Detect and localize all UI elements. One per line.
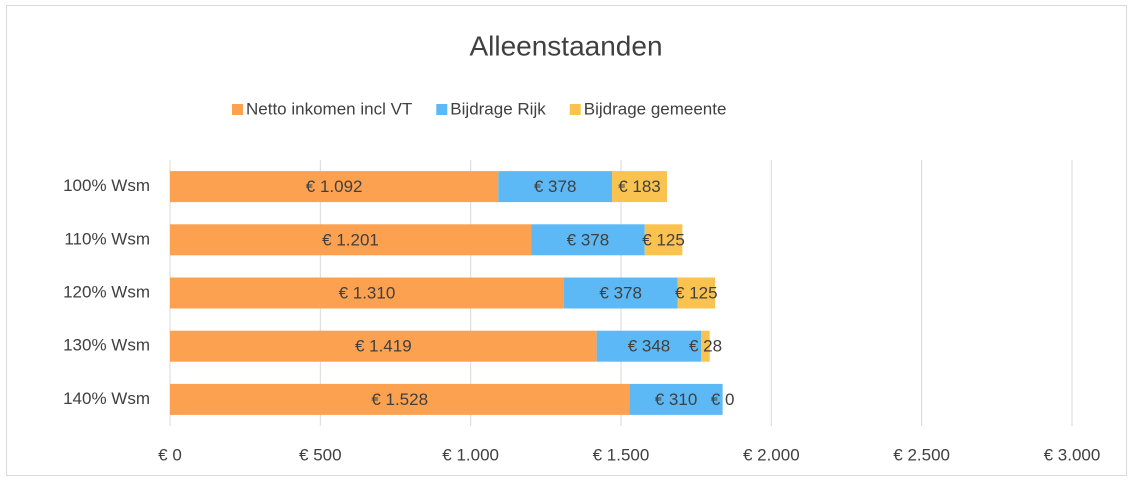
chart-title: Alleenstaanden — [469, 30, 662, 61]
bar-segment — [563, 277, 678, 309]
y-tick-label: 140% Wsm — [63, 389, 150, 408]
y-tick-label: 130% Wsm — [63, 336, 150, 355]
legend-label: Bijdrage gemeente — [584, 99, 727, 118]
legend-swatch — [232, 104, 243, 115]
data-label: € 1.419 — [355, 337, 412, 356]
legend-label: Netto inkomen incl VT — [246, 99, 412, 118]
data-label: € 0 — [711, 390, 735, 409]
x-tick-label: € 3.000 — [1044, 445, 1101, 464]
bar-segment — [170, 383, 630, 415]
bar-segment — [170, 171, 499, 203]
bar-segment — [170, 224, 532, 256]
data-label: € 1.092 — [306, 177, 363, 196]
data-label: € 28 — [689, 337, 722, 356]
bar-segment — [629, 383, 723, 415]
data-label: € 378 — [599, 283, 642, 302]
bar-segment — [531, 224, 645, 256]
legend-swatch — [569, 104, 581, 115]
x-tick-label: € 2.000 — [743, 445, 800, 464]
data-label: € 125 — [675, 283, 718, 302]
x-tick-label: € 1.500 — [593, 445, 650, 464]
bar-segment — [170, 330, 597, 362]
y-tick-label: 110% Wsm — [64, 229, 150, 248]
bar-segment — [596, 330, 702, 362]
legend-swatch — [436, 104, 448, 115]
bar-segment — [611, 171, 668, 203]
x-tick-label: € 500 — [299, 445, 342, 464]
x-tick-label: € 0 — [158, 445, 182, 464]
data-label: € 1.528 — [371, 390, 428, 409]
bar-segment — [644, 224, 683, 256]
data-label: € 183 — [618, 177, 661, 196]
data-label: € 1.201 — [322, 230, 379, 249]
data-label: € 348 — [628, 337, 671, 356]
data-label: € 1.310 — [339, 283, 396, 302]
bar-segment — [170, 277, 564, 309]
data-label: € 378 — [534, 177, 577, 196]
bar-segment — [498, 171, 612, 203]
bar-segment — [677, 277, 716, 309]
data-label: € 310 — [655, 390, 698, 409]
x-tick-label: € 2.500 — [893, 445, 950, 464]
x-tick-label: € 1.000 — [442, 445, 499, 464]
legend-label: Bijdrage Rijk — [450, 99, 546, 118]
bar-segment — [701, 330, 710, 362]
data-label: € 378 — [567, 230, 610, 249]
data-label: € 125 — [642, 230, 685, 249]
y-tick-label: 120% Wsm — [63, 282, 150, 301]
y-tick-label: 100% Wsm — [63, 176, 150, 195]
